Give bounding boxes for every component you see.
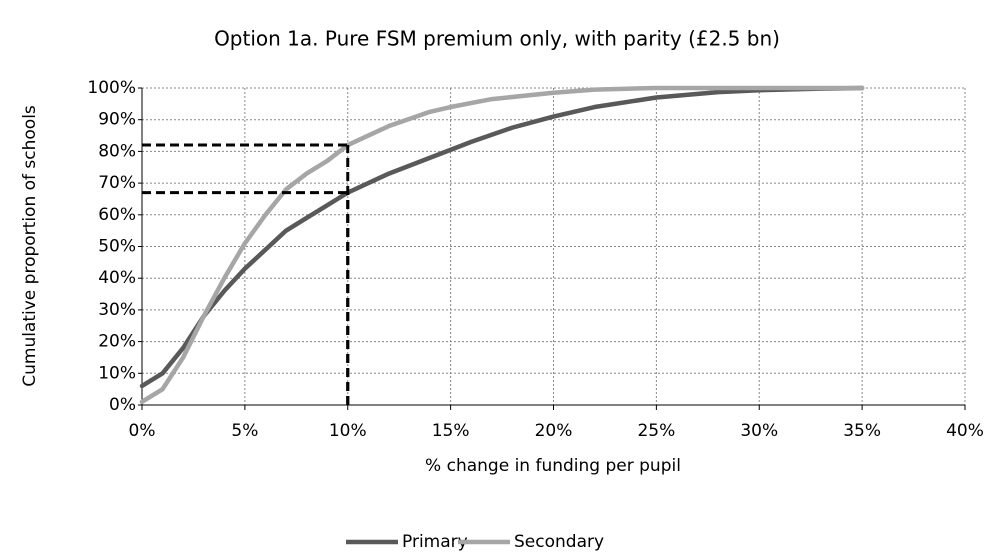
legend-label: Primary <box>402 532 468 552</box>
x-tick-label: 10% <box>329 421 367 441</box>
y-tick-label: 0% <box>109 395 136 415</box>
y-tick-label: 80% <box>98 141 136 161</box>
y-tick-label: 70% <box>98 173 136 193</box>
y-tick-label: 50% <box>98 237 136 257</box>
legend-label: Secondary <box>514 532 604 552</box>
x-tick-label: 0% <box>129 421 156 441</box>
x-tick-label: 20% <box>535 421 573 441</box>
y-tick-label: 20% <box>98 332 136 352</box>
x-tick-label: 15% <box>432 421 470 441</box>
chart-title: Option 1a. Pure FSM premium only, with p… <box>214 27 780 51</box>
x-tick-label: 30% <box>740 421 778 441</box>
x-tick-label: 5% <box>231 421 258 441</box>
x-tick-label: 25% <box>637 421 675 441</box>
y-tick-label: 60% <box>98 205 136 225</box>
y-axis-label: Cumulative proportion of schools <box>20 105 40 387</box>
x-tick-label: 35% <box>843 421 881 441</box>
series-line <box>139 85 865 405</box>
y-tick-label: 100% <box>87 78 136 98</box>
y-tick-label: 40% <box>98 268 136 288</box>
series-line <box>139 85 865 389</box>
y-tick-label: 30% <box>98 300 136 320</box>
y-tick-label: 10% <box>98 363 136 383</box>
x-axis-label: % change in funding per pupil <box>425 456 681 476</box>
x-tick-label: 40% <box>946 421 984 441</box>
y-tick-label: 90% <box>98 110 136 130</box>
